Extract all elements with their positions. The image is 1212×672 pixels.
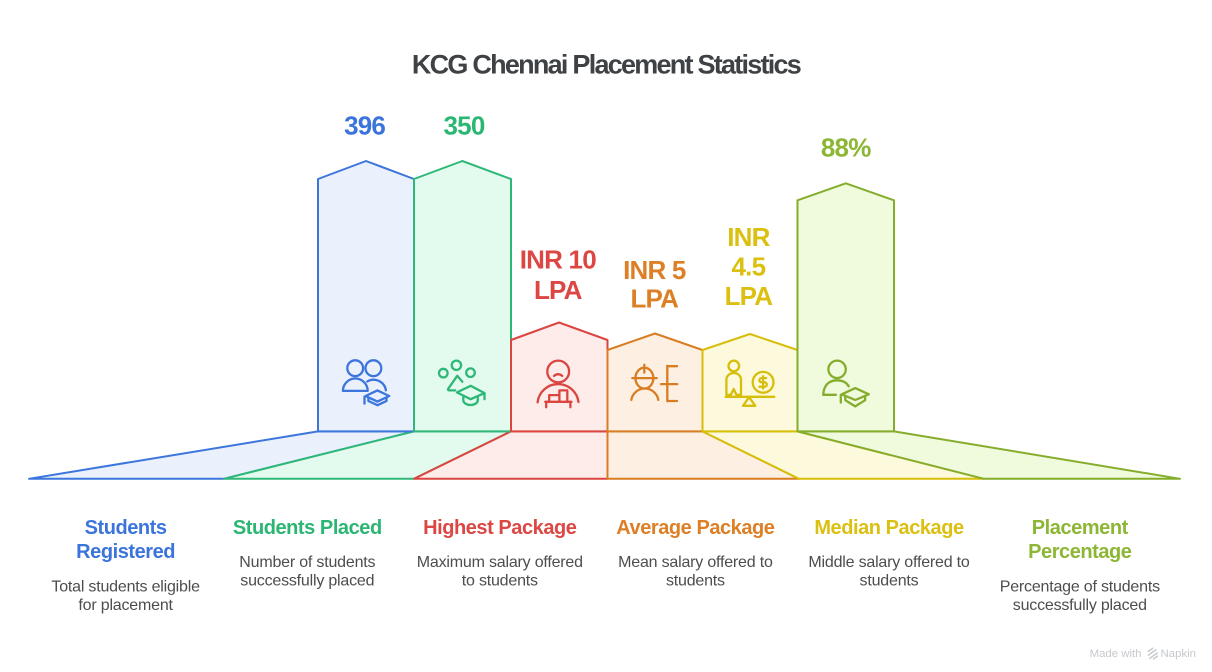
- svg-text:successfully placed: successfully placed: [1013, 597, 1147, 614]
- svg-text:LPA: LPA: [630, 284, 679, 314]
- svg-text:Students Placed: Students Placed: [233, 517, 382, 539]
- svg-text:LPA: LPA: [725, 281, 774, 311]
- svg-text:Average Package: Average Package: [616, 517, 774, 539]
- svg-text:350: 350: [444, 111, 485, 141]
- svg-text:Registered: Registered: [76, 541, 175, 563]
- svg-text:4.5: 4.5: [732, 251, 766, 281]
- svg-text:students: students: [860, 573, 919, 590]
- svg-text:Number of students: Number of students: [239, 554, 375, 571]
- svg-text:Middle salary offered to: Middle salary offered to: [808, 554, 970, 571]
- svg-text:INR 5: INR 5: [623, 255, 686, 285]
- svg-text:INR 10: INR 10: [520, 245, 596, 275]
- svg-text:LPA: LPA: [534, 275, 583, 305]
- svg-text:KCG Chennai Placement Statisti: KCG Chennai Placement Statistics: [412, 50, 801, 80]
- svg-text:Mean salary offered to: Mean salary offered to: [618, 554, 773, 571]
- svg-text:Percentage of students: Percentage of students: [1000, 578, 1160, 595]
- svg-text:INR: INR: [727, 222, 770, 252]
- svg-text:Placement: Placement: [1032, 517, 1129, 539]
- svg-text:396: 396: [344, 111, 385, 141]
- svg-text:Total students eligible: Total students eligible: [51, 578, 200, 595]
- svg-text:Made with: Made with: [1090, 648, 1142, 660]
- svg-text:Students: Students: [85, 517, 167, 539]
- svg-text:Median Package: Median Package: [814, 517, 964, 539]
- svg-text:successfully placed: successfully placed: [240, 573, 374, 590]
- svg-text:to students: to students: [462, 573, 538, 590]
- svg-text:Highest Package: Highest Package: [423, 517, 577, 539]
- svg-text:students: students: [666, 573, 725, 590]
- svg-text:88%: 88%: [821, 133, 871, 163]
- svg-text:Napkin: Napkin: [1161, 648, 1196, 660]
- svg-text:for placement: for placement: [78, 597, 173, 614]
- svg-text:Maximum salary offered: Maximum salary offered: [417, 554, 583, 571]
- svg-text:Percentage: Percentage: [1028, 541, 1132, 563]
